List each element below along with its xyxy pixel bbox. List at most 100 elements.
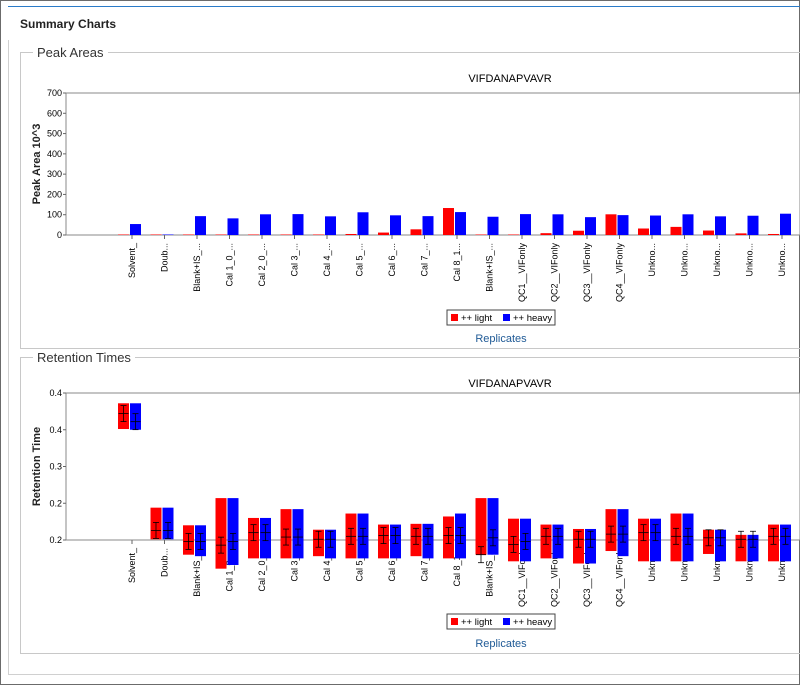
- bar-light: [313, 234, 324, 235]
- bar-heavy: [390, 215, 401, 235]
- x-tick-label: Unkno...: [712, 243, 722, 277]
- x-tick-label: Cal 2_0_...: [257, 243, 267, 287]
- retention-times-legend-title: Retention Times: [37, 350, 131, 365]
- bar-heavy: [455, 212, 466, 235]
- y-tick-label: 400: [47, 149, 62, 159]
- bar-heavy: [682, 214, 694, 235]
- y-tick-label: 0.4: [49, 388, 62, 398]
- box-heavy: [227, 498, 239, 565]
- chart-title: VIFDANAPVAVR: [468, 73, 551, 85]
- x-tick-label: Cal 3_...: [290, 243, 300, 277]
- x-tick-label: Cal 5_...: [355, 243, 365, 277]
- x-tick-label: QC2__VIFonly: [550, 548, 560, 608]
- y-tick-label: 200: [47, 189, 62, 199]
- legend-swatch-light: [451, 314, 458, 321]
- panel-body: [8, 40, 799, 675]
- x-tick-label: Unkno...: [712, 548, 722, 582]
- legend-swatch-heavy: [503, 618, 510, 625]
- bar-heavy: [780, 213, 791, 235]
- header-accent-line: [8, 6, 800, 7]
- x-tick-label: Cal 1_0_...: [225, 243, 235, 287]
- bar-light: [118, 234, 129, 235]
- y-tick-label: 0.3: [49, 462, 62, 472]
- x-tick-label: Unkno...: [777, 548, 787, 582]
- x-tick-label: Cal 5_...: [355, 548, 365, 582]
- y-tick-label: 100: [47, 210, 62, 220]
- bar-light: [735, 233, 747, 235]
- legend-box: [446, 309, 556, 326]
- x-tick-label: Unkno...: [777, 243, 787, 277]
- x-tick-label: Unkno...: [680, 548, 690, 582]
- bar-light: [768, 233, 779, 235]
- bar-heavy: [292, 214, 304, 235]
- legend-box: [446, 613, 556, 630]
- y-axis-label: Peak Area 10^3: [31, 124, 43, 205]
- y-tick-label: 0.2: [49, 498, 62, 508]
- y-tick-label: 0: [57, 230, 62, 240]
- bar-light: [703, 230, 714, 235]
- bar-heavy: [747, 215, 759, 235]
- x-tick-label: Blank+IS_...: [485, 548, 495, 597]
- box-heavy: [487, 498, 499, 555]
- x-tick-label: Cal 6_...: [387, 548, 397, 582]
- bar-heavy: [487, 216, 499, 235]
- bar-heavy: [650, 215, 661, 235]
- y-tick-label: 300: [47, 169, 62, 179]
- bar-light: [573, 230, 584, 235]
- bar-light: [345, 233, 357, 235]
- y-tick-label: 700: [47, 88, 62, 98]
- x-tick-label: QC2__VIFonly: [550, 243, 560, 303]
- x-tick-label: Cal 6_...: [387, 243, 397, 277]
- bar-light: [443, 208, 454, 235]
- peak-areas-group: Peak Areas: [20, 45, 800, 349]
- bar-heavy: [227, 218, 239, 235]
- bar-light: [280, 234, 292, 235]
- legend-swatch-heavy: [503, 314, 510, 321]
- retention-times-group: Retention Times: [20, 350, 800, 654]
- bar-light: [410, 229, 422, 235]
- bar-light: [638, 228, 649, 235]
- box-light: [735, 534, 747, 562]
- bar-heavy: [162, 234, 174, 235]
- x-tick-label: Blank+IS_...: [485, 243, 495, 292]
- x-tick-label: QC1__VIFonly: [517, 243, 527, 303]
- bar-heavy: [260, 214, 271, 235]
- bar-heavy: [520, 214, 531, 235]
- bar-heavy: [585, 217, 596, 235]
- x-tick-label: Cal 7_...: [420, 243, 430, 277]
- x-tick-label: QC4__VIFonly: [615, 548, 625, 608]
- chart-title: VIFDANAPVAVR: [468, 378, 551, 390]
- x-axis-label: Replicates: [475, 333, 527, 345]
- x-tick-label: Unkno...: [745, 548, 755, 582]
- y-tick-label: 0.2: [49, 535, 62, 545]
- bar-heavy: [715, 216, 726, 235]
- x-tick-label: Cal 3_...: [290, 548, 300, 582]
- x-tick-label: QC3__VIFonly: [582, 548, 592, 608]
- x-tick-label: Cal 4_...: [322, 243, 332, 277]
- x-tick-label: Unkno...: [680, 243, 690, 277]
- bar-light: [378, 232, 389, 235]
- bar-light: [605, 214, 617, 235]
- bar-heavy: [422, 216, 434, 235]
- y-axis-label: Retention Time: [31, 427, 43, 506]
- box-heavy: [747, 534, 759, 562]
- bar-light: [150, 234, 162, 235]
- legend-label-light: ++ light: [461, 313, 493, 324]
- x-tick-label: Cal 8_1...: [452, 548, 462, 587]
- legend-label-heavy: ++ heavy: [513, 313, 552, 324]
- x-tick-label: QC4__VIFonly: [615, 243, 625, 303]
- bar-light: [248, 234, 259, 235]
- peak-areas-legend-title: Peak Areas: [37, 45, 104, 60]
- x-tick-label: Blank+IS_...: [192, 243, 202, 292]
- bar-heavy: [195, 216, 206, 235]
- x-tick-label: Cal 7_...: [420, 548, 430, 582]
- x-tick-label: Cal 4_...: [322, 548, 332, 582]
- x-tick-label: QC3__VIFonly: [582, 243, 592, 303]
- box-light: [215, 498, 227, 569]
- x-tick-label: Cal 2_0_...: [257, 548, 267, 592]
- x-tick-label: QC1__VIFonly: [517, 548, 527, 608]
- bar-heavy: [325, 216, 336, 235]
- legend-label-light: ++ light: [461, 617, 493, 628]
- legend-label-heavy: ++ heavy: [513, 617, 552, 628]
